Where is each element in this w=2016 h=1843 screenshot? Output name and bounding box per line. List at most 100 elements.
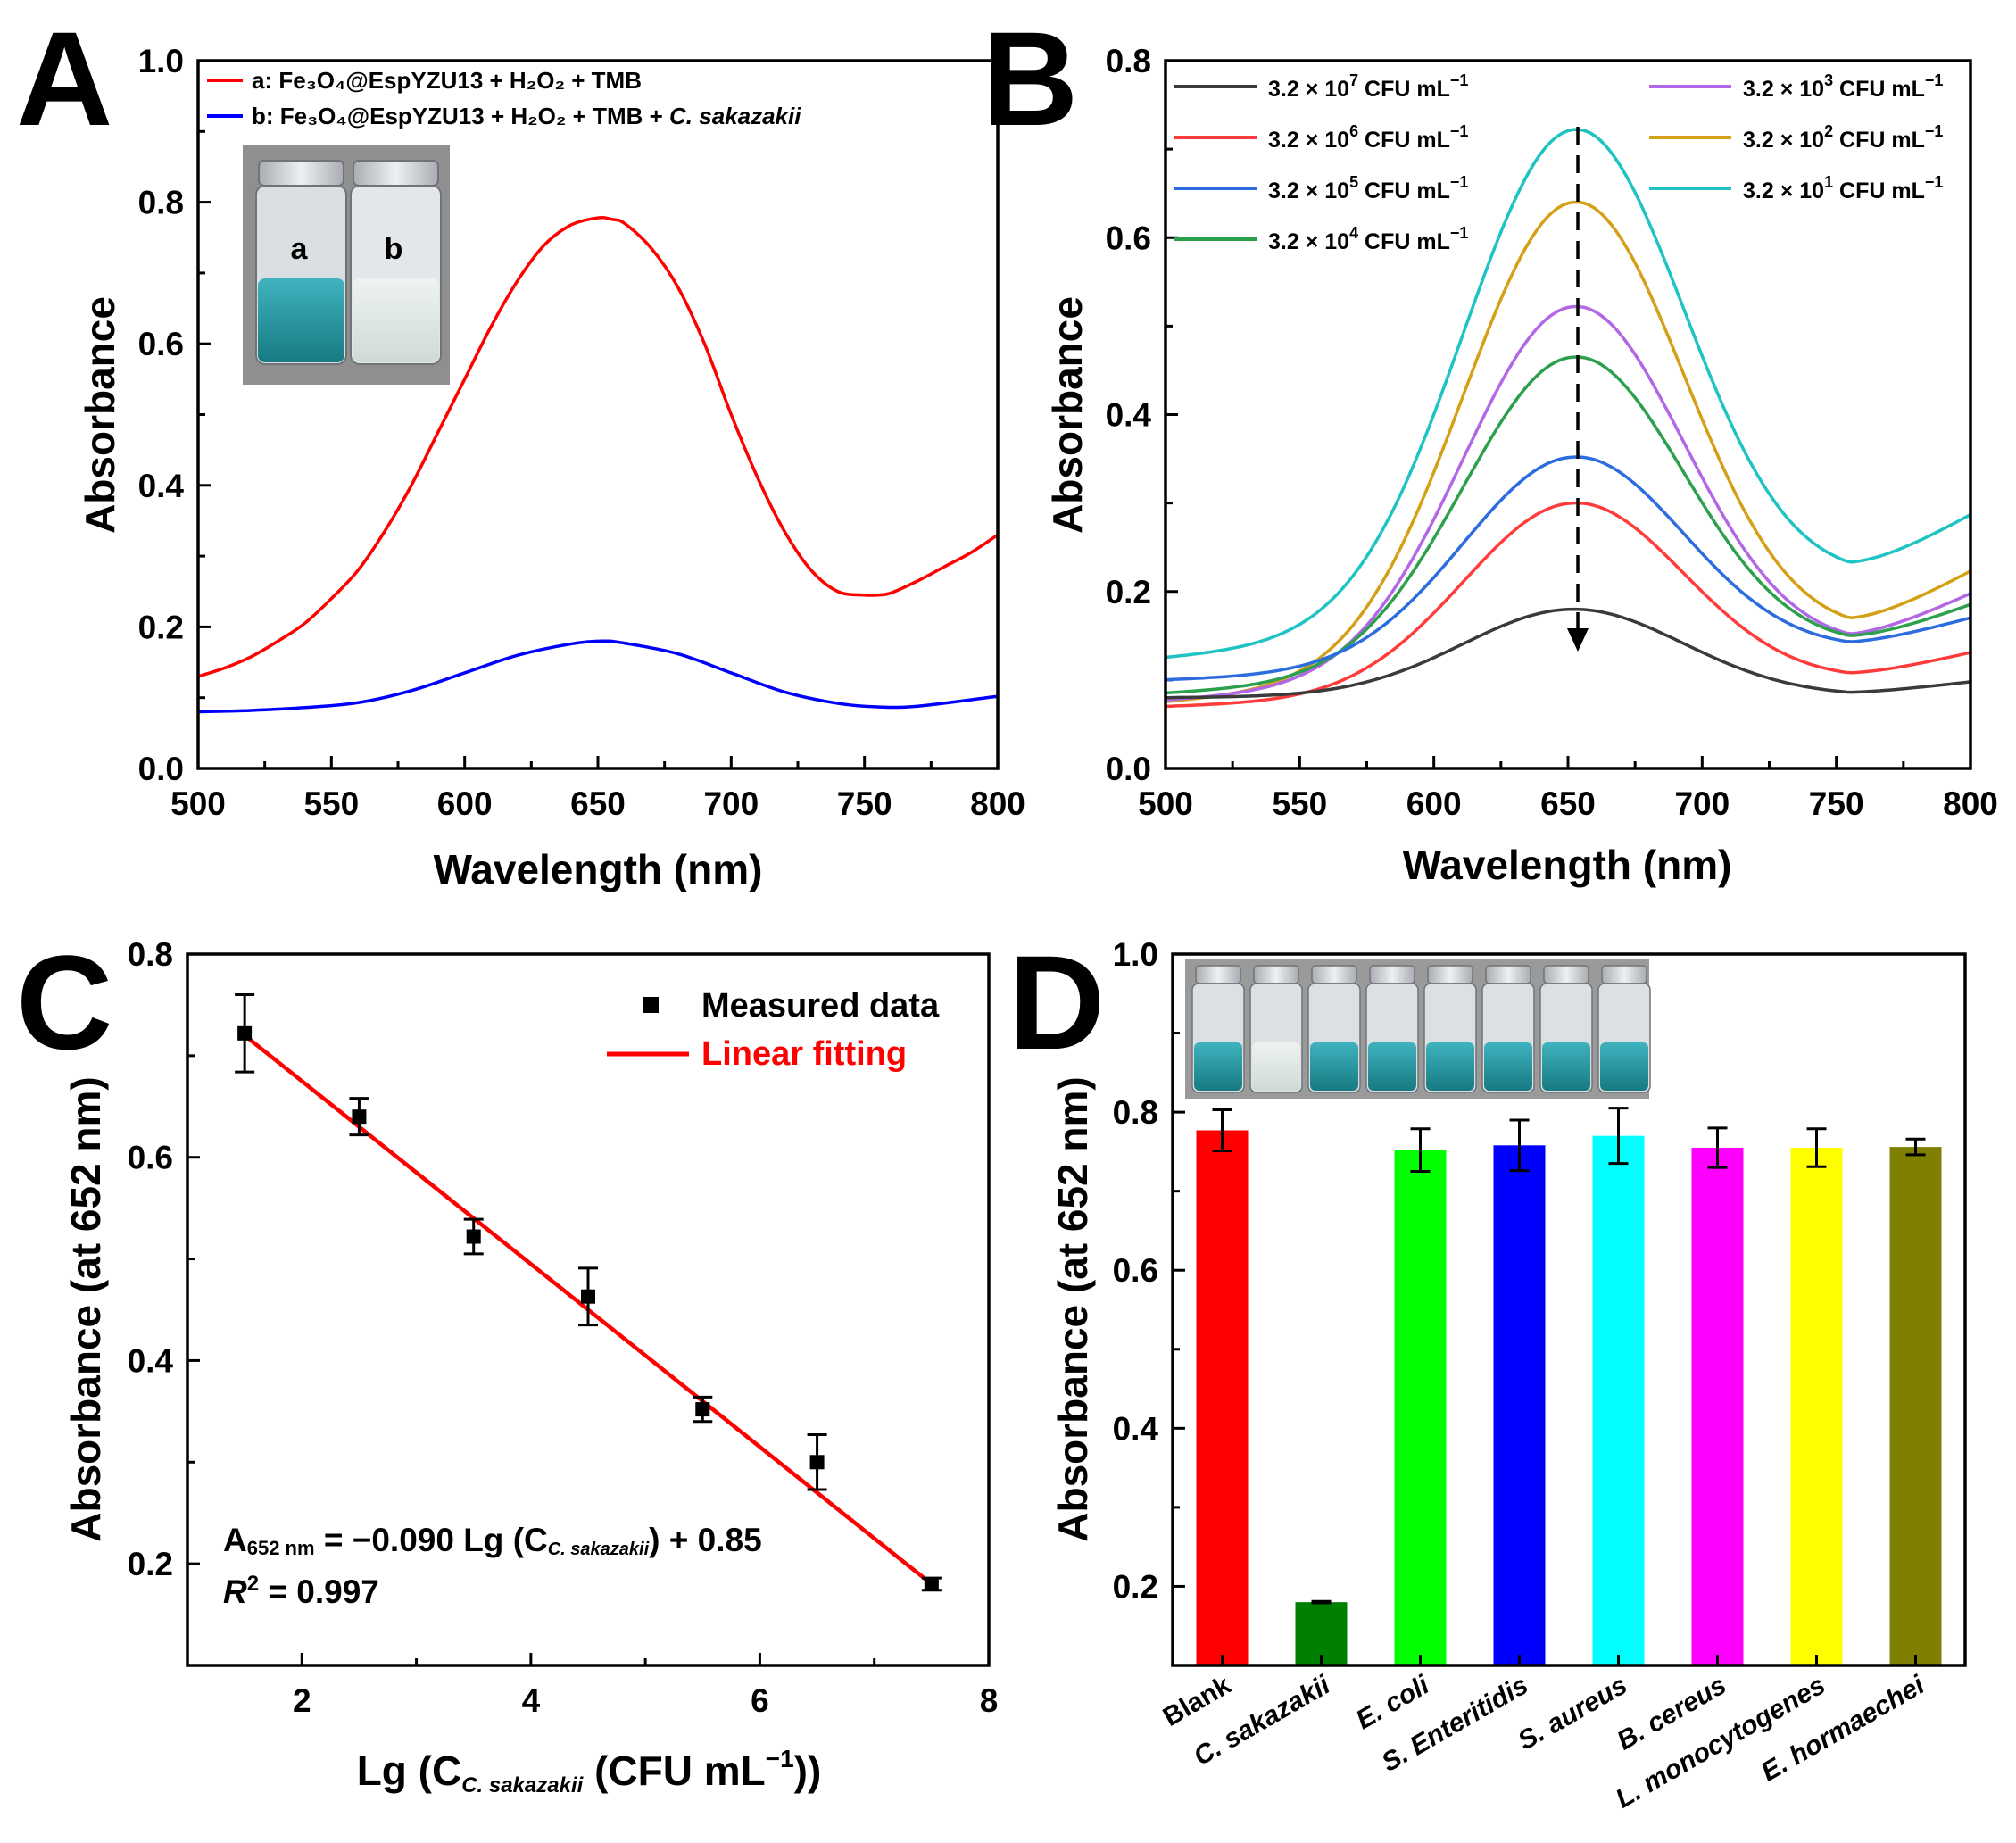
r-squared: R2 = 0.997	[223, 1572, 379, 1610]
inset-label-a: a	[291, 232, 309, 266]
x-tick-label: 600	[1406, 785, 1462, 822]
data-point	[695, 1402, 710, 1417]
legend-label-1e4: 3.2 × 104 CFU mL−1	[1268, 224, 1468, 254]
legend-label-1e2: 3.2 × 102 CFU mL−1	[1743, 122, 1943, 153]
vial-neck	[1427, 965, 1473, 984]
panel-b-ticks: 500 550 600 650 700 750 800 0.0 0.2 0.4 0.6 0.8	[1106, 43, 1998, 822]
legend-label-1e3: 3.2 × 103 CFU mL−1	[1743, 71, 1943, 102]
series-line-1e4	[1165, 355, 1971, 695]
legend-label-1e5: 3.2 × 105 CFU mL−1	[1268, 173, 1468, 203]
legend-fit-label: Linear fitting	[701, 1035, 907, 1073]
series-line-b	[197, 639, 999, 714]
y-tick-label: 0.4	[128, 1342, 174, 1379]
panel-a-series	[197, 215, 999, 714]
data-point	[352, 1109, 367, 1125]
panel-c-xlabel: Lg (CC. sakazakii (CFU mL−1))	[357, 1745, 822, 1797]
vial-liquid	[1484, 1042, 1532, 1091]
data-point	[581, 1289, 595, 1304]
panel-a-ticks: 500 550 600 650 700 750 800 0.0 0.2 0.4 0.6 0.8 1.0	[138, 43, 1025, 822]
panel-d-bars	[1196, 1107, 1942, 1665]
bar-6	[1790, 1147, 1843, 1665]
panel-b-frame	[1164, 59, 1972, 770]
y-tick-label: 0.2	[138, 609, 184, 645]
y-tick-label: 0.0	[138, 751, 184, 787]
vial-liquid	[1600, 1042, 1648, 1091]
inset-label-b: b	[385, 232, 403, 266]
panel-a-xlabel: Wavelength (nm)	[434, 846, 763, 892]
y-tick-label: 0.4	[1106, 397, 1152, 434]
legend-label-1e7: 3.2 × 107 CFU mL−1	[1268, 71, 1468, 102]
vial-liquid	[1426, 1042, 1474, 1091]
legend-label-1e1: 3.2 × 101 CFU mL−1	[1743, 173, 1943, 203]
x-tick-label: 750	[837, 785, 892, 822]
y-tick-label: 0.2	[128, 1546, 173, 1582]
series-line-a	[197, 215, 999, 678]
legend-label-b: b: Fe₃O₄@EspYZU13 + H₂O₂ + TMB + C. saka…	[252, 103, 801, 129]
x-tick-label: 500	[170, 785, 226, 822]
vial-neck	[1369, 965, 1415, 984]
panel-letter-a: A	[16, 4, 112, 154]
x-tick-label: 700	[703, 785, 759, 822]
y-tick-label: 0.8	[128, 936, 173, 973]
data-point	[924, 1576, 939, 1591]
series-line-1e5	[1165, 455, 1971, 682]
x-tick-label: 600	[437, 785, 493, 822]
x-tick-label: 650	[1540, 785, 1596, 822]
bar-2	[1394, 1150, 1447, 1665]
panel-c-points	[235, 993, 942, 1592]
panel-d-ylabel: Absorbance (at 652 nm)	[1049, 1076, 1096, 1541]
bar-7	[1889, 1147, 1942, 1665]
panel-c-ticks: 2 4 6 8 0.2 0.4 0.6 0.8	[128, 936, 999, 1719]
series-line-1e3	[1165, 304, 1971, 702]
data-point	[466, 1229, 481, 1244]
category-label: Blank	[1158, 1670, 1237, 1732]
panel-d-inset-photo	[1185, 959, 1651, 1099]
series-line-1e2	[1165, 200, 1971, 703]
inset-vials	[1191, 965, 1651, 1093]
equation-line: A652 nm = −0.090 Lg (CC. sakazakii) + 0.…	[223, 1522, 762, 1559]
bar-3	[1493, 1145, 1546, 1665]
x-tick-label: 8	[980, 1682, 999, 1719]
vial-b-liquid	[353, 278, 439, 362]
bar-5	[1691, 1147, 1744, 1665]
category-label: S. aureus	[1514, 1670, 1632, 1756]
panel-c: 2 4 6 8 0.2 0.4 0.6 0.8 Measured data Linear fi…	[62, 936, 998, 1797]
panel-a-inset-photo: a b	[243, 145, 450, 385]
legend-label-1e6: 3.2 × 106 CFU mL−1	[1268, 122, 1468, 153]
vial-neck	[1253, 965, 1299, 984]
y-tick-label: 0.6	[128, 1140, 173, 1176]
panel-a: 500 550 600 650 700 750 8000.00.20.40.60.81.0 …	[77, 43, 1025, 892]
vial-neck	[1543, 965, 1589, 984]
y-tick-label: 0.4	[138, 468, 185, 504]
x-tick-label: 800	[970, 785, 1025, 822]
y-tick-label: 0.4	[1113, 1410, 1159, 1447]
vial-neck	[1311, 965, 1357, 984]
panel-a-frame	[196, 59, 1000, 770]
panel-letter-b: B	[982, 4, 1078, 154]
y-tick-label: 0.2	[1106, 574, 1151, 610]
data-point	[237, 1025, 253, 1041]
vial-neck	[1601, 965, 1647, 984]
y-tick-label: 0.6	[1106, 220, 1151, 256]
vial-liquid	[1368, 1042, 1416, 1091]
bar-4	[1592, 1135, 1645, 1665]
panel-c-ylabel: Absorbance (at 652 nm)	[62, 1076, 109, 1541]
panel-d-ticks: 0.2 0.4 0.6 0.8 1.0	[1113, 936, 1185, 1605]
panel-b-ylabel: Absorbance	[1044, 296, 1091, 534]
panel-letter-d: D	[1008, 927, 1105, 1077]
vial-liquid	[1194, 1042, 1242, 1091]
x-tick-label: 750	[1809, 785, 1864, 822]
panel-c-frame	[186, 952, 991, 1667]
x-tick-label: 2	[293, 1682, 311, 1719]
bar-0	[1196, 1130, 1249, 1665]
panel-b-arrow	[1567, 127, 1589, 652]
panel-b-series	[1165, 128, 1971, 709]
decreasing-arrow-head	[1567, 628, 1589, 652]
vial-a-liquid	[258, 278, 344, 362]
panel-b-legend: 3.2 × 107 CFU mL−1 3.2 × 106 CFU mL−1 3.2 …	[1174, 71, 1943, 254]
x-tick-label: 550	[303, 785, 359, 822]
vial-liquid	[1542, 1042, 1590, 1091]
